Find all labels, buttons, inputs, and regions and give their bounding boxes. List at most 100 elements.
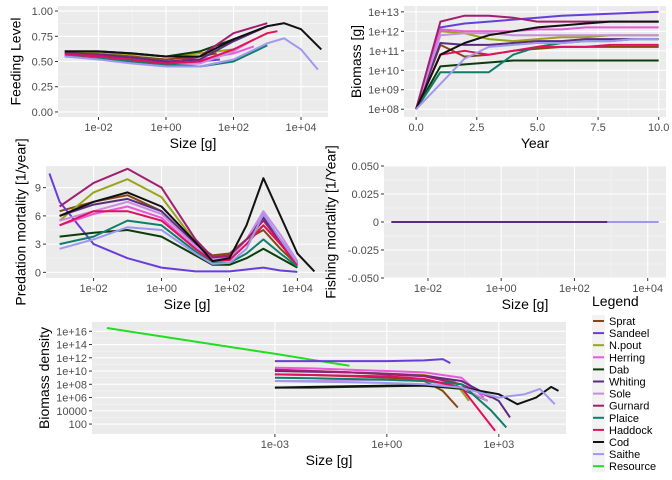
legend-label: Sandeel — [609, 328, 649, 340]
legend-label: Plaice — [609, 413, 639, 425]
density-y-tick-label: 1e+16 — [56, 326, 87, 338]
series-line-sandeel — [415, 10, 659, 110]
feeding-x-axis-title: Size [g] — [170, 135, 217, 151]
fishing-x-tick-label: 1e-02 — [414, 283, 442, 295]
density-y-tick-label: 1e+10 — [56, 366, 87, 378]
legend-label: Herring — [609, 352, 645, 364]
biomass-panel: 0.0 2.5 5.0 7.5 10.0 1e+08 1e+09 1e+10 1e+11 1e+1… — [348, 6, 669, 151]
series-line-herring — [415, 26, 659, 110]
series-line-cod — [59, 177, 316, 273]
predation-x-tick-label: 1e+02 — [214, 283, 245, 295]
density-x-axis-title: Size [g] — [306, 452, 353, 468]
density-panel: 1e-03 1e+00 1e+03100100001e+061e+081e+101e… — [36, 322, 566, 468]
density-y-tick-label: 100 — [69, 419, 87, 431]
legend-label: Resource — [609, 461, 656, 473]
legend-item: Whiting — [592, 375, 646, 389]
legend-label: Saithe — [609, 449, 640, 461]
legend-title: Legend — [592, 293, 639, 309]
biomass-x-tick-label: 7.5 — [590, 122, 605, 134]
biomass-x-tick-label: 10.0 — [648, 122, 669, 134]
feeding-x-tick-label: 1e-02 — [84, 122, 112, 134]
series-line-whiting — [415, 38, 659, 110]
biomass-y-tick-label: 1e+09 — [368, 85, 399, 97]
biomass-x-tick-label: 5.0 — [530, 122, 545, 134]
predation-y-tick-label: 3 — [35, 239, 41, 251]
fishing-y-tick-label: -0.050 — [348, 273, 379, 285]
series-line-sandeel — [274, 358, 451, 364]
feeding-y-tick-label: 1.00 — [32, 6, 53, 18]
density-y-tick-label: 1e+12 — [56, 353, 87, 365]
predation-series-group — [48, 167, 316, 273]
series-line-cod — [415, 20, 659, 110]
density-x-tick-label: 1e+03 — [483, 439, 514, 451]
predation-x-axis-title: Size [g] — [164, 296, 211, 312]
feeding-series-group — [64, 22, 323, 71]
feeding-y-tick-label: 0.25 — [32, 82, 53, 94]
fishing-y-tick-label: -0.025 — [348, 245, 379, 257]
series-line-haddock — [415, 43, 659, 110]
series-line-plaice — [274, 376, 508, 429]
series-line-saithe — [415, 38, 659, 110]
density-y-tick-label: 1e+14 — [56, 340, 87, 352]
feeding-x-tick-label: 1e+02 — [218, 122, 249, 134]
predation-x-tick-label: 1e+00 — [146, 283, 177, 295]
density-series-group — [106, 327, 559, 432]
legend-item: N.pout — [592, 339, 641, 352]
fishing-y-axis-title: Fishing mortality [1/Year] — [322, 145, 338, 299]
biomass-y-tick-label: 1e+13 — [368, 7, 399, 19]
legend: Legend SpratSandeelN.poutHerringDabWhitin… — [592, 293, 656, 473]
legend-label: Whiting — [609, 377, 646, 389]
biomass-y-tick-label: 1e+08 — [368, 104, 399, 116]
legend-item: Resource — [592, 460, 656, 473]
predation-y-tick-label: 6 — [35, 211, 41, 223]
fishing-y-tick-label: 0.025 — [351, 189, 379, 201]
fishing-x-tick-label: 1e+02 — [559, 283, 590, 295]
legend-label: Dab — [609, 364, 629, 376]
series-line-saithe — [274, 380, 556, 405]
predation-panel: 1e-02 1e+00 1e+02 1e+04 0 3 6 9 Size [g] Predatio… — [12, 138, 328, 312]
predation-y-tick-label: 0 — [35, 267, 41, 279]
density-y-tick-label: 1e+08 — [56, 379, 87, 391]
biomass-x-tick-label: 2.5 — [469, 122, 484, 134]
series-line-sole — [415, 32, 659, 110]
predation-x-tick-label: 1e-02 — [79, 283, 107, 295]
series-line-gurnard — [59, 167, 299, 264]
feeding-y-tick-label: 0.00 — [32, 107, 53, 119]
density-y-axis-title: Biomass density — [36, 327, 52, 429]
feeding-y-axis-title: Feeding Level — [8, 18, 24, 106]
fishing-y-tick-label: 0.050 — [351, 161, 379, 173]
feeding-panel: 1e-02 1e+00 1e+02 1e+04 0.00 0.25 0.50 0.75 1.00… — [8, 6, 328, 151]
legend-item: Haddock — [592, 423, 653, 437]
series-line-sole — [59, 200, 299, 262]
legend-item: Plaice — [592, 411, 639, 425]
legend-label: Sprat — [609, 316, 635, 328]
legend-item: Gurnard — [592, 399, 649, 413]
legend-item: Sole — [592, 387, 631, 401]
biomass-x-axis-title: Year — [521, 135, 550, 151]
fishing-x-axis-title: Size [g] — [502, 296, 549, 312]
legend-item: Saithe — [592, 448, 640, 461]
feeding-y-tick-label: 0.50 — [32, 57, 53, 69]
fishing-y-tick-label: 0 — [373, 217, 379, 229]
series-line-dab — [415, 59, 659, 110]
predation-x-tick-label: 1e+04 — [282, 283, 313, 295]
legend-label: N.pout — [609, 340, 641, 352]
fishing-panel: 1e-02 1e+00 1e+02 1e+04 -0.050 -0.025 0 0.025 0.… — [322, 145, 666, 312]
series-line-cod — [64, 22, 323, 58]
series-line-saithe — [59, 213, 299, 265]
legend-label: Sole — [609, 389, 631, 401]
series-line-saithe — [64, 37, 319, 71]
series-line-sprat — [59, 194, 299, 266]
density-x-tick-label: 1e-03 — [261, 439, 289, 451]
feeding-y-tick-label: 0.75 — [32, 31, 53, 43]
predation-y-tick-label: 9 — [35, 183, 41, 195]
legend-label: Haddock — [609, 425, 653, 437]
biomass-series-group — [415, 10, 659, 110]
fishing-x-tick-label: 1e+04 — [632, 283, 663, 295]
biomass-x-tick-label: 0.0 — [408, 122, 423, 134]
biomass-y-tick-label: 1e+12 — [368, 26, 399, 38]
legend-label: Cod — [609, 437, 629, 449]
series-line-herring — [274, 366, 485, 399]
feeding-x-tick-label: 1e+04 — [286, 122, 317, 134]
